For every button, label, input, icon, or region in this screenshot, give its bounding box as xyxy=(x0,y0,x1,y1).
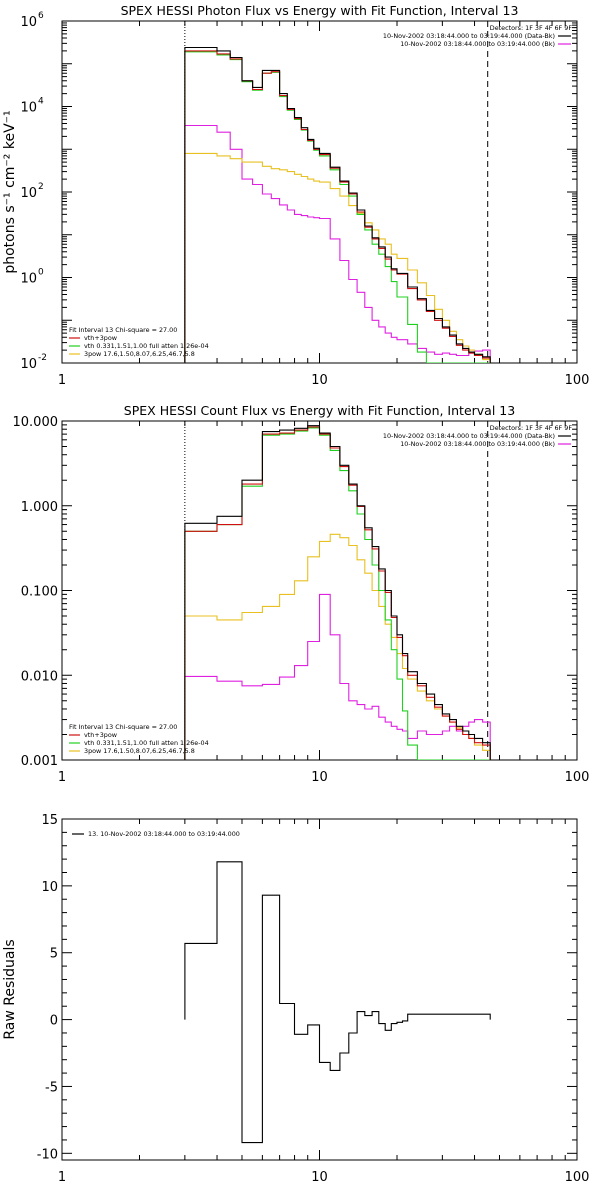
chart-panel-2: SPEX HESSI Count Flux vs Energy with Fit… xyxy=(13,403,590,785)
x-tick-label: 100 xyxy=(565,770,590,785)
y-tick-label: -10 xyxy=(37,1147,58,1162)
y-tick-label: 10 xyxy=(20,272,37,287)
legend-entry: 10-Nov-2002 03:18:44.000 to 03:19:44.000… xyxy=(400,440,555,448)
y-tick-label: 0.001 xyxy=(21,754,58,769)
x-tick-label: 100 xyxy=(565,1170,590,1185)
series-line-4 xyxy=(184,533,491,760)
y-tick-label: 0.010 xyxy=(21,669,58,684)
series-line-3 xyxy=(184,427,491,760)
y-tick-label: 5 xyxy=(50,947,58,962)
legend-entry: 10-Nov-2002 03:18:44.000 to 03:19:44.000… xyxy=(383,32,555,40)
plot-frame xyxy=(61,818,578,1161)
chart-title: SPEX HESSI Count Flux vs Energy with Fit… xyxy=(124,403,515,418)
y-tick-label: 10 xyxy=(20,101,37,116)
legend-entry: vth+3pow xyxy=(84,334,117,342)
y-axis-label: photons s⁻¹ cm⁻² keV⁻¹ xyxy=(2,110,18,273)
y-tick-label-exponent: 4 xyxy=(38,97,44,107)
y-tick-label-exponent: 0 xyxy=(38,268,44,278)
legend-entry: Fit Interval 13 Chi-square = 27.00 xyxy=(69,326,177,334)
legend-entry: vth 0.331,1.51,1.00 full atten 1.26e-04 xyxy=(84,739,209,747)
x-tick-label: 10 xyxy=(311,373,328,388)
y-tick-label: 0 xyxy=(50,1014,58,1029)
y-tick-label: 10 xyxy=(41,880,58,895)
legend-entry: Detectors: 1F 3F 4F 6F 9F xyxy=(490,424,573,432)
series-line-2 xyxy=(184,426,491,760)
y-tick-label: 10 xyxy=(20,186,37,201)
legend-entry: 3pow 17.6,1.50,8.07,6.25,46.7,5.8 xyxy=(84,747,195,755)
legend-entry: vth 0.331,1.51,1.00 full atten 1.26e-04 xyxy=(84,342,209,350)
y-tick-label-exponent: -2 xyxy=(38,353,47,363)
legend-entry: Fit Interval 13 Chi-square = 27.00 xyxy=(69,723,177,731)
y-tick-label-exponent: 2 xyxy=(38,182,44,192)
series-line-1 xyxy=(184,46,491,363)
chart-panel-3: 1 10 100 15 10 5 0 -5 -10 Raw Residuals 13. 10-Nov… xyxy=(2,813,589,1185)
series-line-2 xyxy=(184,50,491,363)
series-line-4 xyxy=(184,152,491,363)
plot-frame xyxy=(61,420,578,761)
plot-frame xyxy=(61,20,578,364)
legend-entry: 13. 10-Nov-2002 03:18:44.000 to 03:19:44… xyxy=(88,830,240,838)
legend-entry: 10-Nov-2002 03:18:44.000 to 03:19:44.000… xyxy=(383,432,555,440)
series-line-5 xyxy=(184,124,491,363)
series-line-1 xyxy=(184,861,491,1144)
legend-entry: 10-Nov-2002 03:18:44.000 to 03:19:44.000… xyxy=(400,40,555,48)
x-tick-label: 1 xyxy=(58,1170,66,1185)
y-axis-label: Raw Residuals xyxy=(2,939,18,1039)
y-tick-label: 0.100 xyxy=(21,585,58,600)
series-line-3 xyxy=(184,51,491,363)
legend-entry: 3pow 17.6,1.50,8.07,6.25,46.7,5.8 xyxy=(84,350,195,358)
y-tick-label: 10 xyxy=(20,357,37,372)
y-tick-label: 1.000 xyxy=(21,500,58,515)
legend-entry: vth+3pow xyxy=(84,731,117,739)
y-tick-label: 10.000 xyxy=(13,415,59,430)
y-tick-label-exponent: 6 xyxy=(38,11,44,21)
chart-title: SPEX HESSI Photon Flux vs Energy with Fi… xyxy=(121,3,519,18)
x-tick-label: 100 xyxy=(565,373,590,388)
series-line-5 xyxy=(184,593,491,760)
chart-panel-1: SPEX HESSI Photon Flux vs Energy with Fi… xyxy=(2,3,589,388)
y-tick-label: 15 xyxy=(41,813,58,828)
x-tick-label: 10 xyxy=(311,770,328,785)
x-tick-label: 1 xyxy=(58,770,66,785)
x-tick-label: 1 xyxy=(58,373,66,388)
x-tick-label: 10 xyxy=(311,1170,328,1185)
legend-entry: Detectors: 1F 3F 4F 6F 9F xyxy=(490,24,573,32)
series-line-1 xyxy=(184,425,491,760)
y-tick-label: 10 xyxy=(20,15,37,30)
y-tick-label: -5 xyxy=(45,1080,58,1095)
